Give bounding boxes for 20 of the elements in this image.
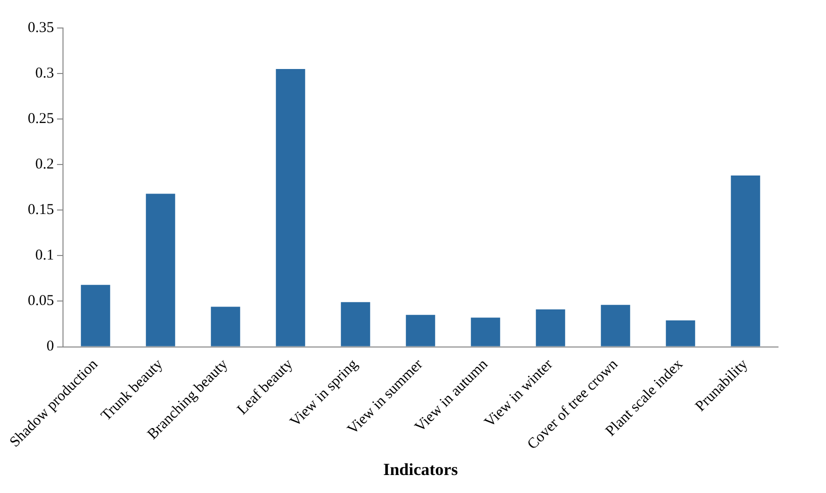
bar (210, 306, 240, 346)
bar (80, 284, 110, 346)
y-tick-label: 0.1 (35, 248, 54, 264)
y-tick-label: 0.2 (35, 156, 54, 173)
y-tick-label: 0 (46, 338, 54, 355)
y-tick-label: 0.3 (35, 65, 54, 82)
bar (730, 176, 760, 346)
y-tick-label: 0.15 (28, 202, 54, 218)
y-tick-label: 0.05 (28, 293, 54, 310)
bar (276, 68, 306, 346)
bar (146, 194, 176, 346)
bar (470, 318, 500, 346)
bar (340, 302, 370, 346)
bar (666, 320, 696, 346)
y-tick-label: 0.35 (28, 20, 54, 36)
bar (406, 314, 436, 346)
bar (600, 304, 630, 346)
bar (536, 309, 566, 346)
y-tick-label: 0.25 (28, 111, 54, 128)
x-axis-title: Indicators (383, 460, 458, 480)
